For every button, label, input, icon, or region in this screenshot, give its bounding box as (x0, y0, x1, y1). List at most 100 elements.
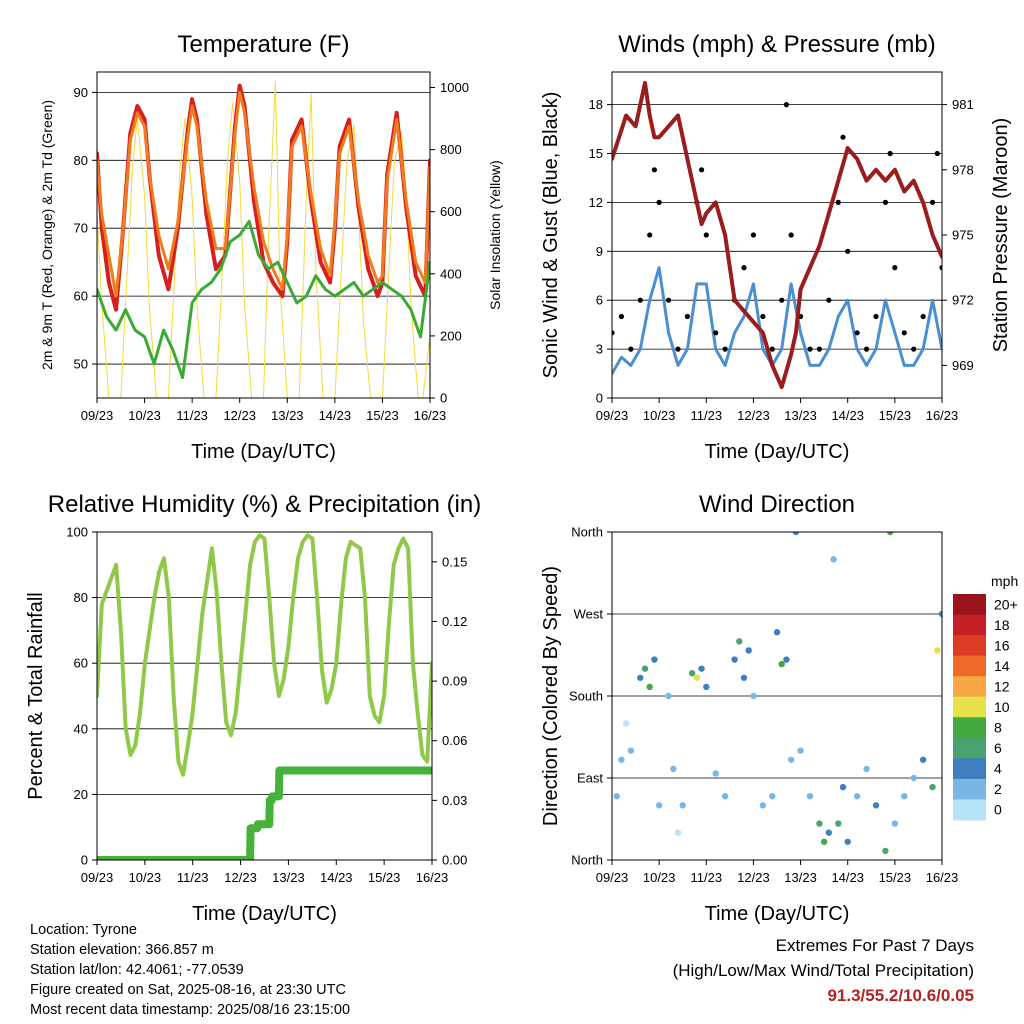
x-tick-label: 11/23 (177, 870, 209, 885)
x-tick-label: 09/23 (81, 870, 114, 885)
chart-title: Temperature (F) (177, 31, 349, 58)
y2-axis-label: Station Pressure (Maroon) (990, 118, 1012, 353)
data-point (627, 747, 635, 754)
colorbar-swatch (953, 758, 986, 780)
x-axis-label: Time (Day/UTC) (705, 441, 850, 463)
colorbar-swatch (953, 799, 986, 821)
data-point (863, 765, 870, 773)
data-point (910, 774, 917, 782)
colorbar-label: 10 (994, 699, 1010, 715)
y-tick-label: 40 (74, 721, 88, 736)
y-tick-label: 9 (596, 244, 603, 259)
y2-tick-label: 0 (440, 391, 447, 406)
y-tick-label: 60 (74, 656, 88, 671)
y-tick-label: 100 (66, 525, 88, 540)
colorbar-label: 14 (994, 658, 1010, 674)
data-point (806, 793, 814, 800)
data-point (920, 313, 926, 320)
x-tick-label: 13/23 (271, 408, 304, 423)
data-point (698, 167, 705, 173)
series-line (97, 533, 432, 777)
data-point (651, 167, 658, 173)
data-point (712, 770, 719, 777)
data-point (698, 665, 705, 672)
data-point (750, 692, 757, 700)
x-tick-label: 11/23 (690, 408, 722, 423)
y-tick-label: West (574, 607, 604, 622)
extremes-subtitle: (High/Low/Max Wind/Total Precipitation) (672, 961, 974, 980)
y2-tick-label: 600 (440, 204, 462, 219)
y2-tick-label: 978 (952, 162, 974, 177)
y2-tick-label: 0.00 (442, 853, 467, 868)
chart-panel-2: Winds (mph) & Pressure (mb) Time (Day/UTC… (540, 31, 1012, 463)
data-point (872, 802, 880, 809)
x-tick-label: 13/23 (784, 408, 817, 423)
colorbar-swatch (953, 737, 986, 759)
extremes-panel: Extremes For Past 7 Days (High/Low/Max W… (673, 933, 974, 1008)
x-tick-label: 14/23 (831, 870, 864, 885)
data-point (816, 820, 823, 827)
chart-title: Winds (mph) & Pressure (mb) (618, 31, 935, 58)
plot-area (97, 80, 430, 398)
y-tick-label: 15 (589, 146, 603, 161)
data-point (835, 199, 841, 205)
y-tick-label: 80 (74, 590, 88, 605)
data-point (750, 232, 757, 238)
data-point (741, 265, 747, 271)
chart-title: Relative Humidity (%) & Precipitation (i… (48, 491, 481, 518)
data-point (792, 532, 800, 536)
series-line (97, 90, 430, 298)
data-point (853, 793, 861, 800)
series-line (612, 266, 942, 376)
y-tick-label: 70 (74, 221, 88, 236)
y-axis-label: Percent & Total Rainfall (25, 592, 47, 800)
colorbar-label: 0 (994, 802, 1002, 818)
y2-tick-label: 0.03 (442, 793, 467, 808)
y-tick-label: 60 (74, 289, 88, 304)
x-tick-label: 16/23 (926, 408, 959, 423)
colorbar-swatch (953, 635, 986, 657)
chart-panel-3: Relative Humidity (%) & Precipitation (i… (25, 491, 481, 925)
data-point (684, 313, 691, 320)
colorbar-label: 2 (994, 781, 1002, 797)
colorbar-swatch (953, 676, 986, 698)
data-point (844, 838, 851, 845)
data-point (651, 656, 658, 663)
colorbar-swatch (953, 717, 986, 739)
data-point (674, 829, 682, 836)
x-tick-label: 09/23 (81, 408, 114, 423)
data-point (670, 765, 677, 773)
data-point (618, 313, 625, 320)
data-point (886, 532, 894, 536)
y2-tick-label: 0.09 (442, 674, 467, 689)
data-point (845, 248, 851, 254)
colorbar-label: 20+ (994, 596, 1018, 612)
data-point (713, 330, 719, 336)
x-tick-label: 14/23 (319, 408, 352, 423)
x-tick-label: 15/23 (879, 870, 912, 885)
x-tick-label: 15/23 (366, 408, 399, 423)
data-point (759, 802, 767, 809)
x-tick-label: 15/23 (879, 408, 912, 423)
x-axis-label: Time (Day/UTC) (191, 441, 336, 463)
data-point (779, 297, 785, 303)
y-axis-label: Sonic Wind & Gust (Blue, Black) (540, 92, 562, 379)
plot-area (97, 533, 432, 860)
data-point (637, 674, 644, 681)
colorbar-label: 6 (994, 740, 1002, 756)
data-point (797, 747, 804, 754)
station-info: Location: Tyrone Station elevation: 366.… (30, 920, 350, 1020)
y2-tick-label: 972 (952, 293, 974, 308)
data-point (637, 297, 643, 303)
y2-tick-label: 400 (440, 266, 462, 281)
data-point (854, 330, 860, 336)
data-point (901, 793, 908, 800)
colorbar-swatch (953, 696, 986, 718)
y-tick-label: 50 (74, 357, 88, 372)
y2-tick-label: 0.15 (442, 554, 467, 569)
y-tick-label: South (569, 689, 603, 704)
y2-tick-label: 0.06 (442, 733, 467, 748)
y-tick-label: North (571, 525, 603, 540)
x-tick-label: 10/23 (643, 870, 676, 885)
y-tick-label: 90 (74, 85, 88, 100)
